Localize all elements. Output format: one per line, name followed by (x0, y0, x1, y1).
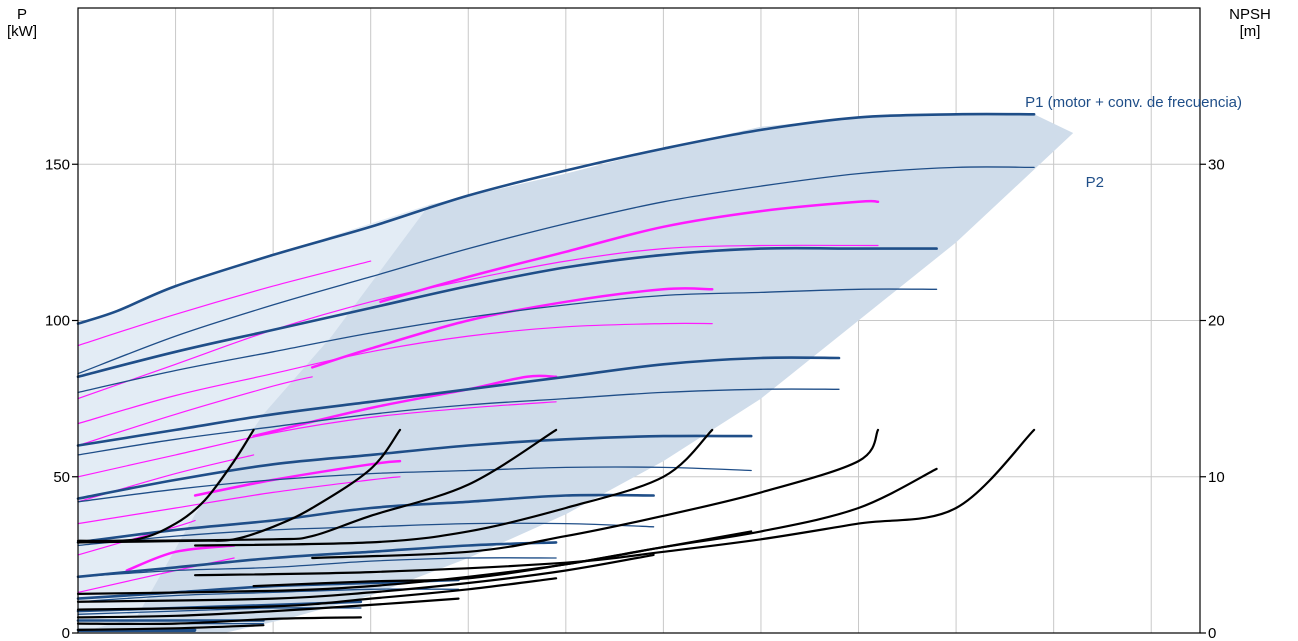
variant-curve-10 (77, 260, 372, 347)
p1-curve-6 (76, 434, 753, 500)
p2-curve-1 (77, 166, 1035, 375)
left-tick-label-0: 0 (62, 625, 70, 641)
right-tick-label-2: 20 (1208, 313, 1225, 330)
npsh-curve-12 (76, 624, 265, 631)
npsh-curve-11 (76, 616, 362, 626)
npsh-curve-2 (135, 428, 558, 542)
npsh-curve-4 (311, 428, 880, 560)
left-tick-label-3: 150 (45, 156, 70, 173)
left-axis-label-line1: P (16, 6, 27, 23)
npsh-curve-10 (76, 597, 460, 619)
p1-curve-4 (76, 356, 841, 447)
npsh-curve-7 (76, 530, 753, 595)
power-curves (76, 112, 1036, 633)
right-tick-label-3: 30 (1208, 156, 1225, 173)
npsh-curve-0 (76, 428, 255, 543)
right-axis-label-line1: NPSH (1229, 6, 1271, 23)
axes (72, 7, 1206, 634)
p2-curve-3 (77, 288, 938, 394)
variant-curve-1 (77, 244, 879, 400)
variant-curve-8 (125, 544, 236, 572)
variant-curve-6 (193, 459, 402, 497)
p2-curve-5 (77, 388, 840, 456)
operating-envelope (78, 114, 1074, 634)
p1-series-label: P1 (motor + conv. de frecuencia) (1025, 94, 1242, 111)
p2-curve-7 (77, 466, 752, 503)
right-tick-label-0: 0 (1208, 625, 1216, 641)
variant-curve-11 (77, 376, 313, 447)
left-tick-label-1: 50 (53, 469, 70, 486)
p2-curve-11 (77, 557, 557, 578)
right-axis-title: NPSH [m] (1222, 6, 1278, 40)
variant-curve-9 (77, 557, 235, 593)
variant-curve-0 (379, 199, 880, 304)
p1-curve-8 (76, 493, 655, 544)
variant-curve-7 (77, 476, 401, 525)
p1-curve-0 (76, 112, 1036, 325)
npsh-curves (76, 428, 1036, 631)
npsh-curve-9 (76, 577, 558, 611)
p1-curve-10 (76, 541, 558, 579)
left-axis-title: P [kW] (0, 6, 44, 40)
left-tick-label-2: 100 (45, 313, 70, 330)
right-axis-label-line2: [m] (1239, 23, 1261, 40)
variant-curve-13 (77, 519, 196, 556)
envelope-area-light (78, 204, 430, 633)
npsh-curve-5 (194, 428, 1036, 577)
variant-curve-3 (77, 322, 713, 425)
p2-curve-9 (77, 522, 655, 547)
variant-curve-5 (77, 401, 557, 478)
tick-labels: 0 50 100 150 0 10 20 30 (45, 156, 1225, 641)
p1-curve-2 (76, 246, 938, 379)
p2-series-label: P2 (1086, 174, 1104, 191)
left-axis-label-line2: [kW] (7, 23, 37, 40)
right-tick-label-1: 10 (1208, 469, 1225, 486)
npsh-curve-3 (194, 428, 714, 547)
npsh-curve-8 (76, 553, 655, 603)
